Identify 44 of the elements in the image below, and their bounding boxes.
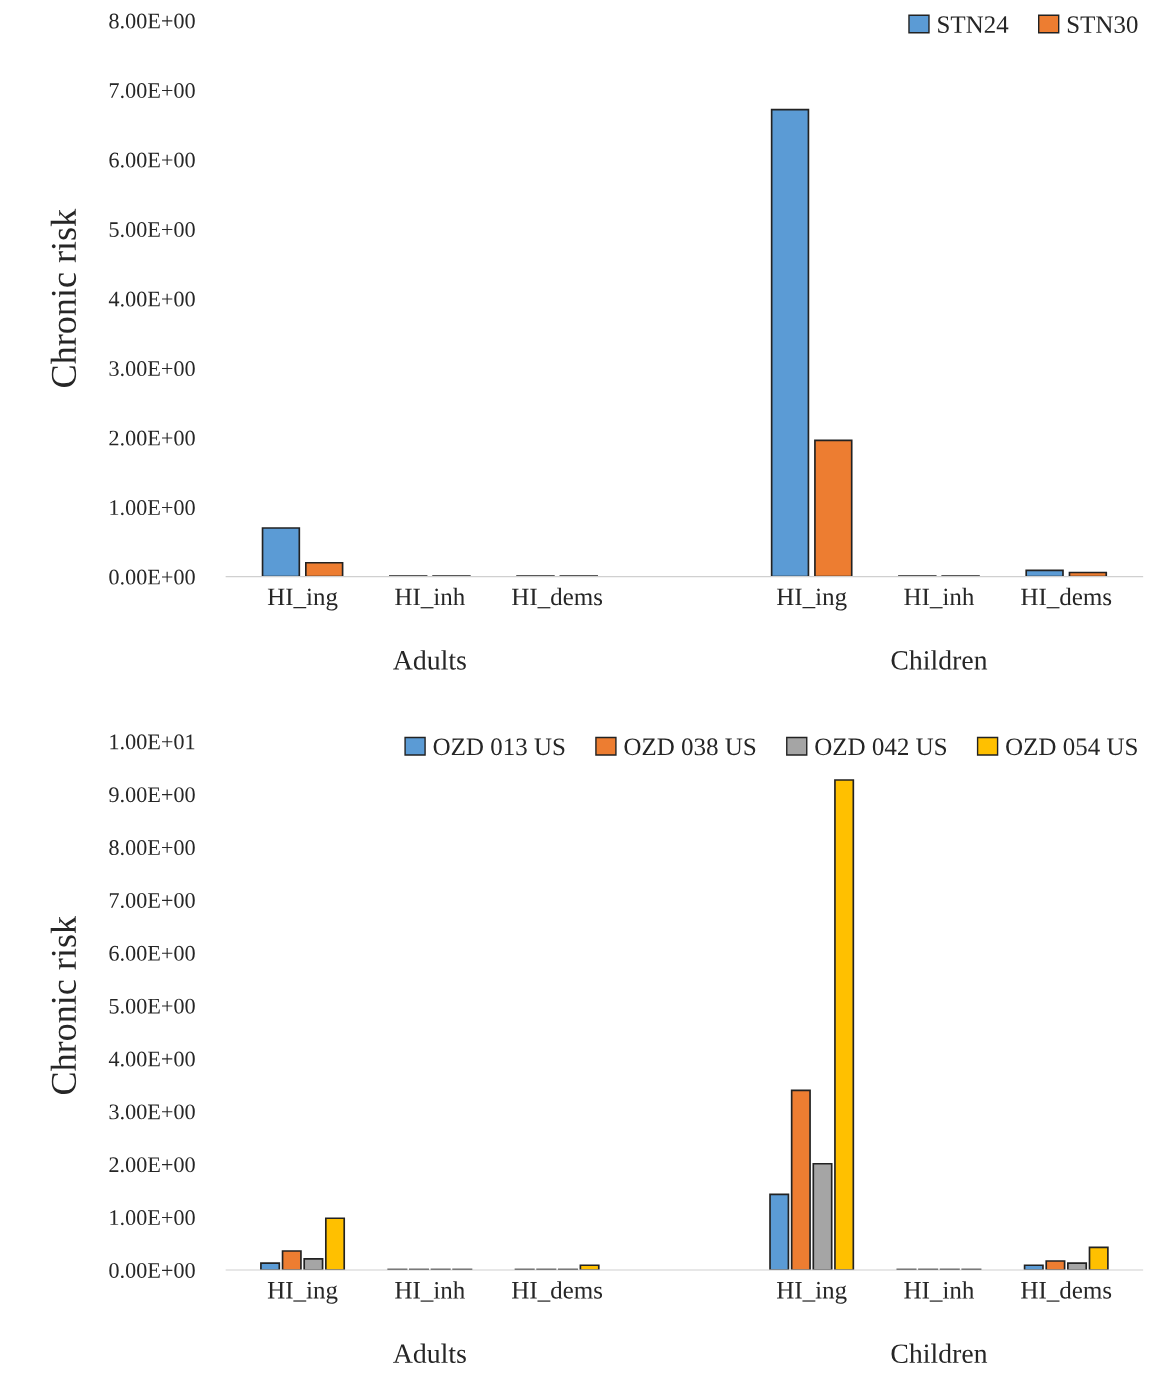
- x-tick-label: HI_ing: [776, 588, 847, 611]
- x-tick-label: HI_inh: [395, 1281, 465, 1302]
- text: Adults: [393, 650, 466, 670]
- x-tick-label: HI_ing: [267, 588, 338, 611]
- x-tick-label: HI_ing: [267, 1281, 338, 1304]
- legend-label: OZD 013 US: [433, 738, 565, 756]
- y-tick-label: 0.00E+00: [109, 1262, 195, 1279]
- y-tick-label: 1.00E+00: [110, 500, 195, 516]
- legend-label: STN24: [938, 16, 1009, 34]
- y-tick-label: 0.00E+00: [109, 569, 195, 585]
- y-tick-label: 1.00E+01: [110, 734, 195, 750]
- x-tick-label: HI_dems: [1021, 587, 1112, 609]
- text: Children: [891, 1343, 988, 1364]
- y-tick-label: 8.00E+00: [109, 840, 195, 856]
- y-tick-label: 2.00E+00: [109, 430, 195, 446]
- text: Adults: [393, 1343, 466, 1364]
- legend-label: STN30: [1067, 16, 1138, 34]
- y-tick-label: 9.00E+00: [109, 787, 195, 803]
- legend-label: OZD 038 US: [624, 738, 756, 756]
- x-tick-label: HI_dems: [512, 1281, 603, 1302]
- y-axis-title: Chronic risk: [50, 915, 77, 1095]
- y-axis-title: Chronic risk: [50, 208, 77, 387]
- y-tick-label: 7.00E+00: [109, 892, 195, 909]
- y-tick-label: 1.00E+00: [110, 1210, 195, 1226]
- legend-label: OZD 042 US: [815, 738, 947, 756]
- y-tick-label: 3.00E+00: [109, 1104, 195, 1120]
- x-tick-label: HI_inh: [904, 587, 975, 609]
- y-tick-label: 6.00E+00: [109, 152, 195, 168]
- y-tick-label: 8.00E+00: [109, 13, 195, 29]
- y-tick-label: 4.00E+00: [108, 291, 195, 307]
- y-tick-label: 3.00E+00: [109, 361, 195, 377]
- x-tick-label: HI_inh: [904, 1281, 975, 1302]
- y-tick-label: 6.00E+00: [109, 945, 195, 961]
- legend-label: OZD 054 US: [1006, 738, 1137, 756]
- text: Children: [891, 650, 988, 670]
- x-tick-label: HI_ing: [776, 1281, 847, 1304]
- y-tick-label: 5.00E+00: [109, 998, 195, 1014]
- x-tick-label: HI_dems: [1021, 1281, 1112, 1302]
- y-tick-label: 7.00E+00: [109, 83, 195, 99]
- x-tick-label: HI_inh: [395, 587, 465, 609]
- y-tick-label: 2.00E+00: [109, 1157, 195, 1173]
- y-tick-label: 4.00E+00: [108, 1051, 195, 1067]
- y-tick-label: 5.00E+00: [109, 222, 195, 238]
- x-tick-label: HI_dems: [512, 587, 603, 609]
